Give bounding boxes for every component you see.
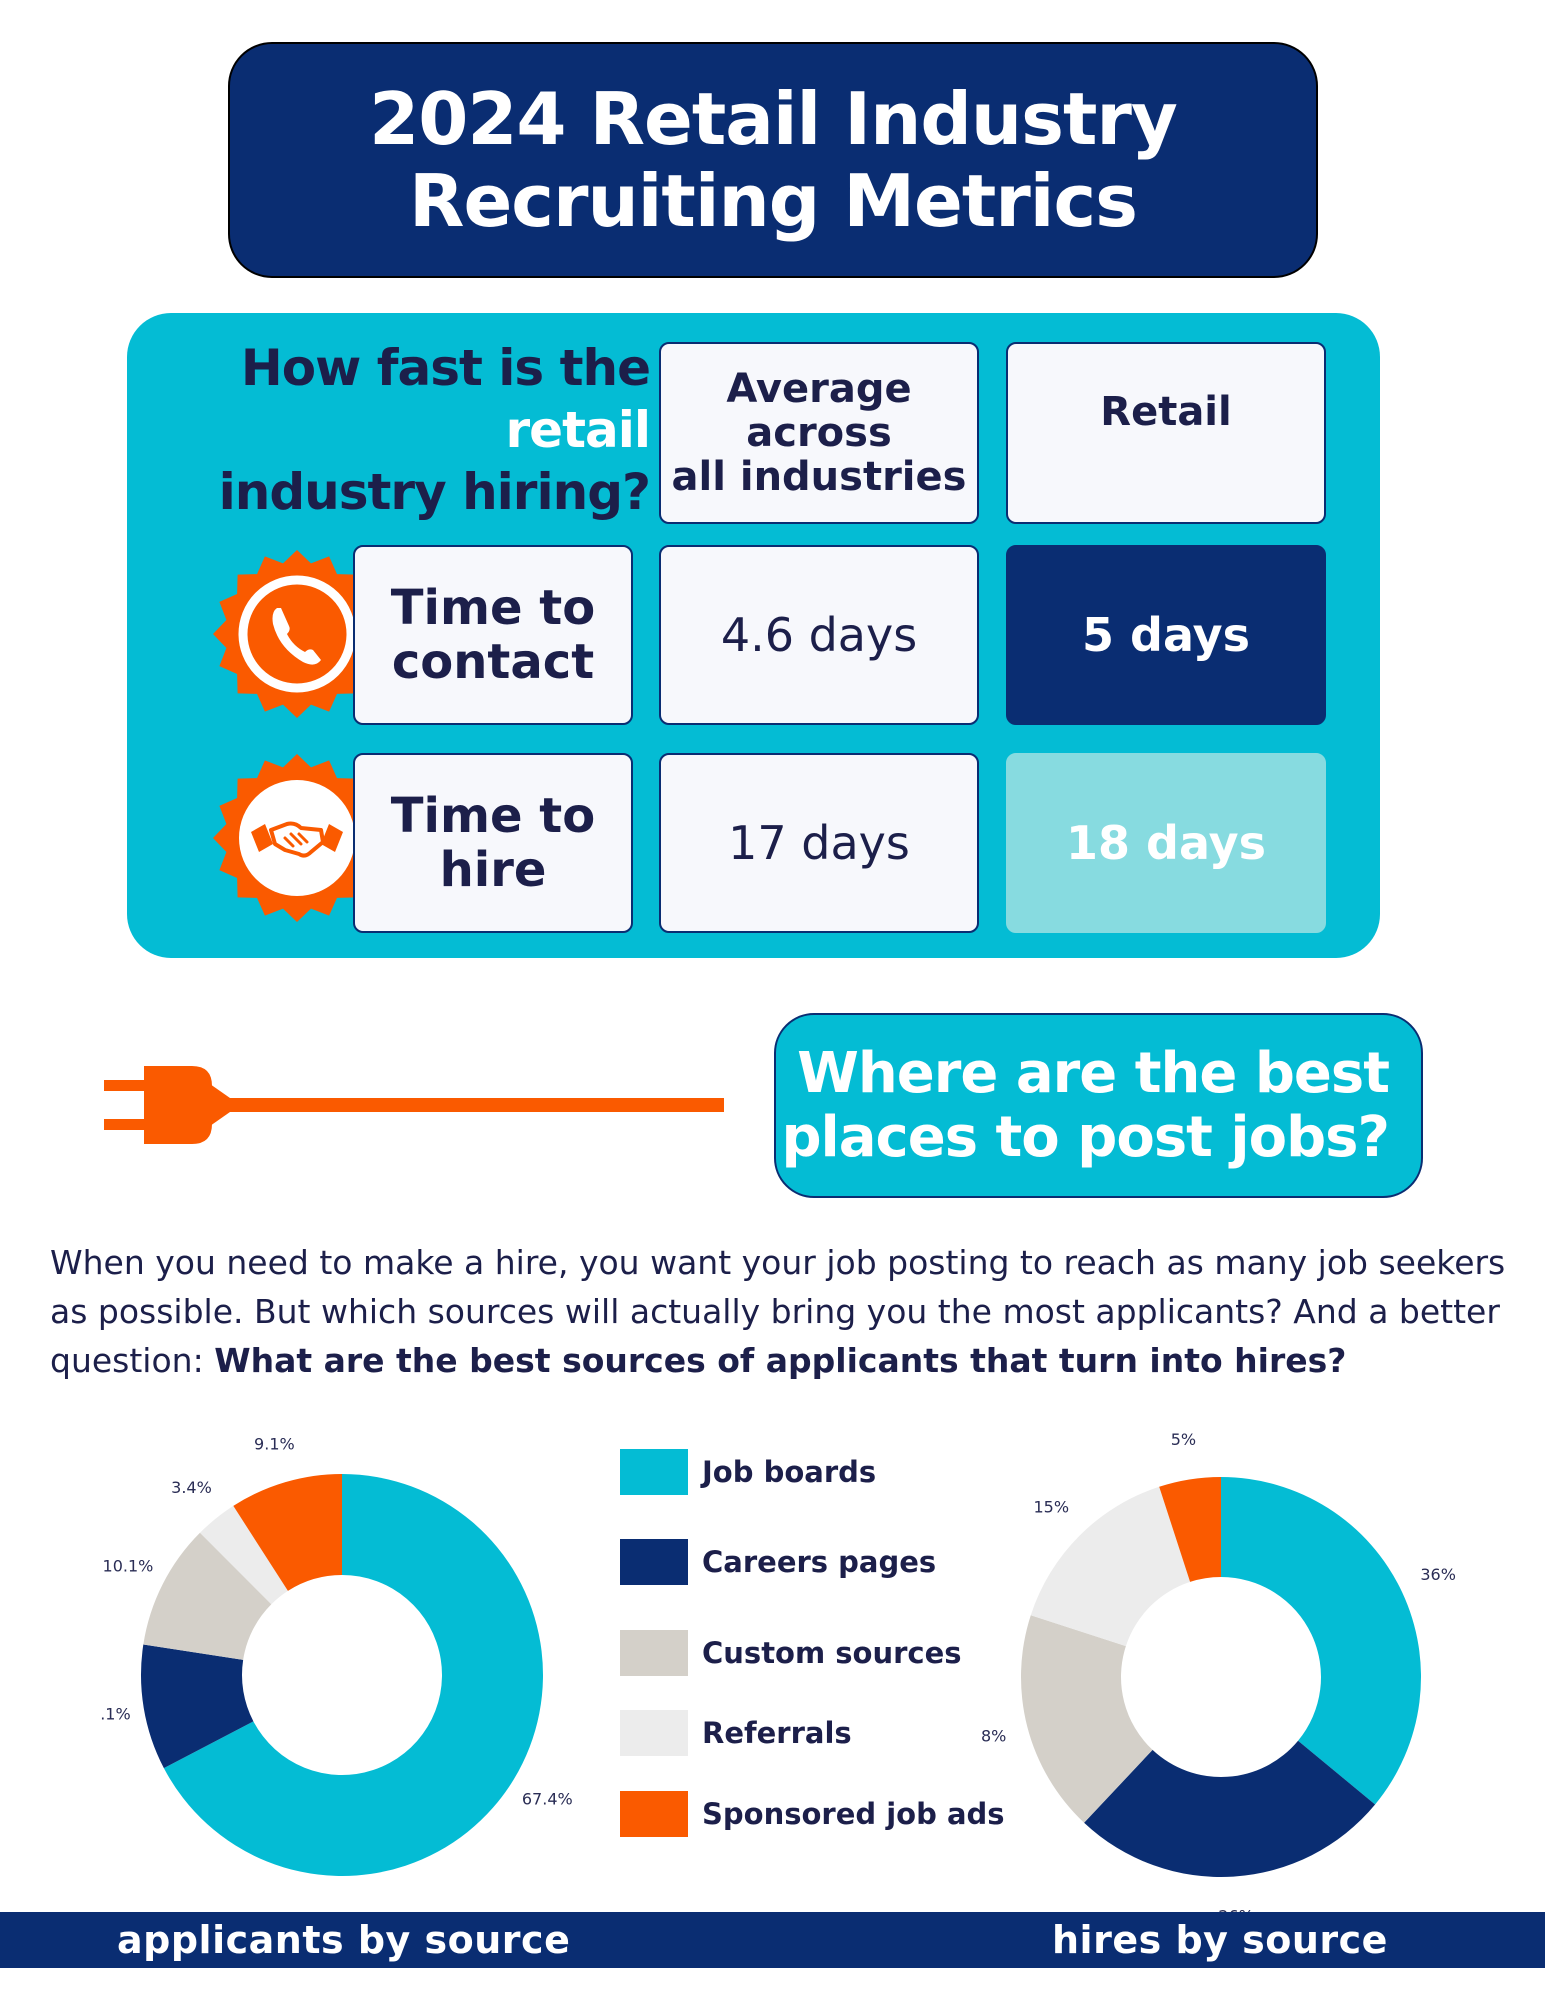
chart-caption-bar: applicants by source hires by source — [0, 1912, 1545, 1968]
where-line-2: places to post jobs? — [781, 1104, 1390, 1170]
header-average: Average across all industries — [659, 342, 979, 524]
applicants-label-sponsored-job-ads: 9.1% — [254, 1435, 295, 1454]
header-average-line-2: across — [746, 410, 892, 456]
intro-paragraph: When you need to make a hire, you want y… — [50, 1238, 1520, 1385]
legend-item-job-boards: Job boards — [620, 1448, 876, 1496]
time-to-hire-retail: 18 days — [1006, 753, 1326, 933]
row-label-time-to-hire: Time to hire — [353, 753, 633, 933]
hires-slice-careers-pages — [1084, 1740, 1376, 1877]
header-retail: Retail — [1006, 342, 1326, 524]
applicants-slice-referrals — [199, 1505, 288, 1605]
header-average-line-3: all industries — [671, 454, 967, 500]
phone-icon — [213, 550, 381, 718]
legend-label-sponsored-job-ads: Sponsored job ads — [702, 1797, 1005, 1831]
applicants-label-referrals: 3.4% — [171, 1478, 212, 1497]
applicants-label-careers-pages: 10.1% — [100, 1704, 131, 1723]
legend-label-referrals: Referrals — [702, 1716, 852, 1750]
header-average-line-1: Average — [726, 366, 912, 412]
legend-swatch-custom-sources — [620, 1630, 688, 1676]
row-label-time-to-contact: Time to contact — [353, 545, 633, 725]
hires-label-referrals: 15% — [1034, 1497, 1070, 1516]
header-retail-label: Retail — [1100, 389, 1232, 435]
legend-swatch-referrals — [620, 1710, 688, 1756]
question-line-3: industry hiring? — [218, 463, 651, 521]
question-line-1: How fast is the — [240, 339, 651, 397]
hires-slice-custom-sources — [1021, 1615, 1153, 1823]
hires-slice-sponsored-job-ads — [1159, 1477, 1221, 1582]
hires-slice-job-boards — [1221, 1477, 1421, 1805]
hires-label-sponsored-job-ads: 5% — [1171, 1430, 1196, 1449]
applicants-chart-title: applicants by source — [117, 1918, 571, 1962]
plug-icon — [104, 1066, 724, 1144]
applicants-donut-chart: 67.4% 10.1% 10.1% 3.4% 9.1% — [100, 1435, 573, 1876]
where-to-post-heading: Where are the best places to post jobs? — [774, 1013, 1423, 1198]
applicants-label-job-boards: 67.4% — [522, 1789, 573, 1808]
applicants-slice-sponsored-job-ads — [233, 1474, 342, 1591]
question-line-2: retail — [505, 401, 652, 459]
legend-label-careers-pages: Careers pages — [702, 1545, 937, 1579]
time-to-contact-retail: 5 days — [1006, 545, 1326, 725]
speed-question: How fast is the retail industry hiring? — [200, 337, 652, 523]
time-to-contact-average: 4.6 days — [659, 545, 979, 725]
applicants-label-custom-sources: 10.1% — [103, 1556, 154, 1575]
legend-item-careers-pages: Careers pages — [620, 1538, 936, 1586]
title-line-2: Recruiting Metrics — [409, 159, 1138, 243]
row-1-label-line-1: Time to — [390, 580, 596, 636]
applicants-slice-careers-pages — [141, 1644, 254, 1769]
legend-swatch-sponsored-job-ads — [620, 1791, 688, 1837]
applicants-slice-custom-sources — [143, 1532, 272, 1660]
intro-bold-question: What are the best sources of applicants … — [214, 1341, 1347, 1380]
hires-donut-chart: 36%26%18%15%5% — [980, 1430, 1456, 1920]
hires-label-custom-sources: 18% — [980, 1727, 1006, 1746]
legend-label-custom-sources: Custom sources — [702, 1636, 962, 1670]
legend-label-job-boards: Job boards — [702, 1455, 877, 1489]
title-line-1: 2024 Retail Industry — [369, 77, 1178, 161]
row-2-label-line-1: Time to — [390, 788, 596, 844]
legend-item-referrals: Referrals — [620, 1709, 852, 1757]
row-1-label-line-2: contact — [391, 634, 595, 690]
legend-item-sponsored-job-ads: Sponsored job ads — [620, 1790, 1005, 1838]
intro-text: When you need to make a hire, you want y… — [50, 1243, 1506, 1380]
hires-label-job-boards: 36% — [1420, 1565, 1456, 1584]
hires-chart-title: hires by source — [1052, 1918, 1388, 1962]
applicants-slice-job-boards — [163, 1474, 543, 1876]
row-2-label-line-2: hire — [439, 842, 547, 898]
time-to-hire-average: 17 days — [659, 753, 979, 933]
where-line-1: Where are the best — [797, 1040, 1390, 1106]
hires-slice-referrals — [1030, 1486, 1191, 1647]
legend-item-custom-sources: Custom sources — [620, 1629, 962, 1677]
page-title: 2024 Retail Industry Recruiting Metrics — [228, 42, 1318, 278]
legend-swatch-job-boards — [620, 1449, 688, 1495]
legend-swatch-careers-pages — [620, 1539, 688, 1585]
handshake-icon — [213, 754, 381, 922]
